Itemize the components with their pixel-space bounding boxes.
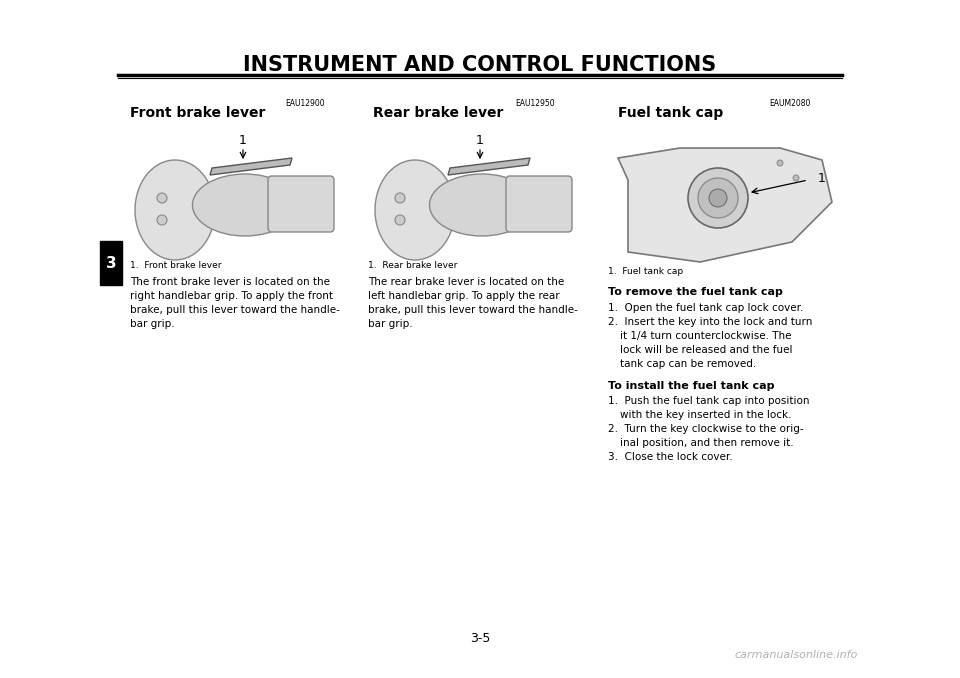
Text: brake, pull this lever toward the handle-: brake, pull this lever toward the handle… xyxy=(368,305,578,315)
Circle shape xyxy=(698,178,738,218)
Text: 1: 1 xyxy=(818,172,826,184)
Text: EAU12900: EAU12900 xyxy=(285,98,324,108)
Text: with the key inserted in the lock.: with the key inserted in the lock. xyxy=(620,410,791,420)
Text: inal position, and then remove it.: inal position, and then remove it. xyxy=(620,438,794,448)
Circle shape xyxy=(157,193,167,203)
Circle shape xyxy=(395,193,405,203)
Circle shape xyxy=(157,215,167,225)
Text: 1.  Rear brake lever: 1. Rear brake lever xyxy=(368,260,457,269)
Ellipse shape xyxy=(429,174,535,236)
Text: 3.  Close the lock cover.: 3. Close the lock cover. xyxy=(608,452,732,462)
Text: EAU12950: EAU12950 xyxy=(516,98,555,108)
Circle shape xyxy=(688,168,748,228)
Text: Fuel tank cap: Fuel tank cap xyxy=(618,106,723,120)
Text: it 1/4 turn counterclockwise. The: it 1/4 turn counterclockwise. The xyxy=(620,331,791,341)
Text: right handlebar grip. To apply the front: right handlebar grip. To apply the front xyxy=(130,291,333,301)
Polygon shape xyxy=(448,158,530,175)
Text: 3: 3 xyxy=(106,256,116,271)
Text: Front brake lever: Front brake lever xyxy=(130,106,265,120)
Circle shape xyxy=(777,160,783,166)
FancyBboxPatch shape xyxy=(268,176,334,232)
Text: brake, pull this lever toward the handle-: brake, pull this lever toward the handle… xyxy=(130,305,340,315)
Polygon shape xyxy=(210,158,292,175)
Text: lock will be released and the fuel: lock will be released and the fuel xyxy=(620,345,793,355)
Text: 1: 1 xyxy=(239,134,247,146)
FancyBboxPatch shape xyxy=(100,241,122,285)
Circle shape xyxy=(709,189,727,207)
Polygon shape xyxy=(618,148,832,262)
Text: To remove the fuel tank cap: To remove the fuel tank cap xyxy=(608,287,782,297)
Text: To install the fuel tank cap: To install the fuel tank cap xyxy=(608,381,775,391)
Text: left handlebar grip. To apply the rear: left handlebar grip. To apply the rear xyxy=(368,291,560,301)
Text: tank cap can be removed.: tank cap can be removed. xyxy=(620,359,756,369)
Text: EAUM2080: EAUM2080 xyxy=(769,98,810,108)
Text: bar grip.: bar grip. xyxy=(368,319,413,329)
FancyBboxPatch shape xyxy=(506,176,572,232)
Text: 2.  Insert the key into the lock and turn: 2. Insert the key into the lock and turn xyxy=(608,317,812,327)
Text: 3-5: 3-5 xyxy=(469,631,491,645)
Ellipse shape xyxy=(193,174,298,236)
Text: 2.  Turn the key clockwise to the orig-: 2. Turn the key clockwise to the orig- xyxy=(608,424,804,434)
Text: 1: 1 xyxy=(476,134,484,146)
Ellipse shape xyxy=(375,160,455,260)
Text: INSTRUMENT AND CONTROL FUNCTIONS: INSTRUMENT AND CONTROL FUNCTIONS xyxy=(244,55,716,75)
Text: Rear brake lever: Rear brake lever xyxy=(373,106,503,120)
Circle shape xyxy=(395,215,405,225)
Circle shape xyxy=(793,175,799,181)
Text: bar grip.: bar grip. xyxy=(130,319,175,329)
Text: 1.  Push the fuel tank cap into position: 1. Push the fuel tank cap into position xyxy=(608,396,809,406)
Text: 1.  Front brake lever: 1. Front brake lever xyxy=(130,260,222,269)
Ellipse shape xyxy=(135,160,215,260)
Text: 1.  Open the fuel tank cap lock cover.: 1. Open the fuel tank cap lock cover. xyxy=(608,303,804,313)
Text: 1.  Fuel tank cap: 1. Fuel tank cap xyxy=(608,268,684,277)
Text: carmanualsonline.info: carmanualsonline.info xyxy=(734,650,858,660)
Text: The rear brake lever is located on the: The rear brake lever is located on the xyxy=(368,277,564,287)
Text: The front brake lever is located on the: The front brake lever is located on the xyxy=(130,277,330,287)
